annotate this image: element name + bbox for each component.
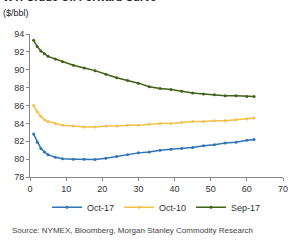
svg-text:Source: NYMEX, Bloomberg, Morg: Source: NYMEX, Bloomberg, Morgan Stanley… bbox=[12, 226, 253, 235]
svg-text:Oct-10: Oct-10 bbox=[159, 203, 186, 213]
svg-text:86: 86 bbox=[14, 101, 24, 111]
svg-text:20: 20 bbox=[97, 184, 107, 194]
svg-text:40: 40 bbox=[170, 184, 180, 194]
svg-text:92: 92 bbox=[14, 47, 24, 57]
svg-text:10: 10 bbox=[61, 184, 71, 194]
svg-text:WTI Crude Oil Forward Curve($/: WTI Crude Oil Forward Curve($/bbl) bbox=[3, 0, 156, 18]
svg-text:Oct-17: Oct-17 bbox=[87, 203, 114, 213]
svg-text:60: 60 bbox=[242, 184, 252, 194]
svg-text:80: 80 bbox=[14, 154, 24, 164]
svg-text:84: 84 bbox=[14, 119, 24, 129]
svg-text:82: 82 bbox=[14, 136, 24, 146]
svg-text:78: 78 bbox=[14, 172, 24, 182]
svg-text:94: 94 bbox=[14, 29, 24, 39]
svg-text:50: 50 bbox=[206, 184, 216, 194]
svg-text:70: 70 bbox=[278, 184, 288, 194]
svg-text:88: 88 bbox=[14, 83, 24, 93]
svg-text:0: 0 bbox=[27, 184, 32, 194]
svg-text:90: 90 bbox=[14, 65, 24, 75]
svg-text:Sep-17: Sep-17 bbox=[231, 203, 260, 213]
svg-text:30: 30 bbox=[133, 184, 143, 194]
